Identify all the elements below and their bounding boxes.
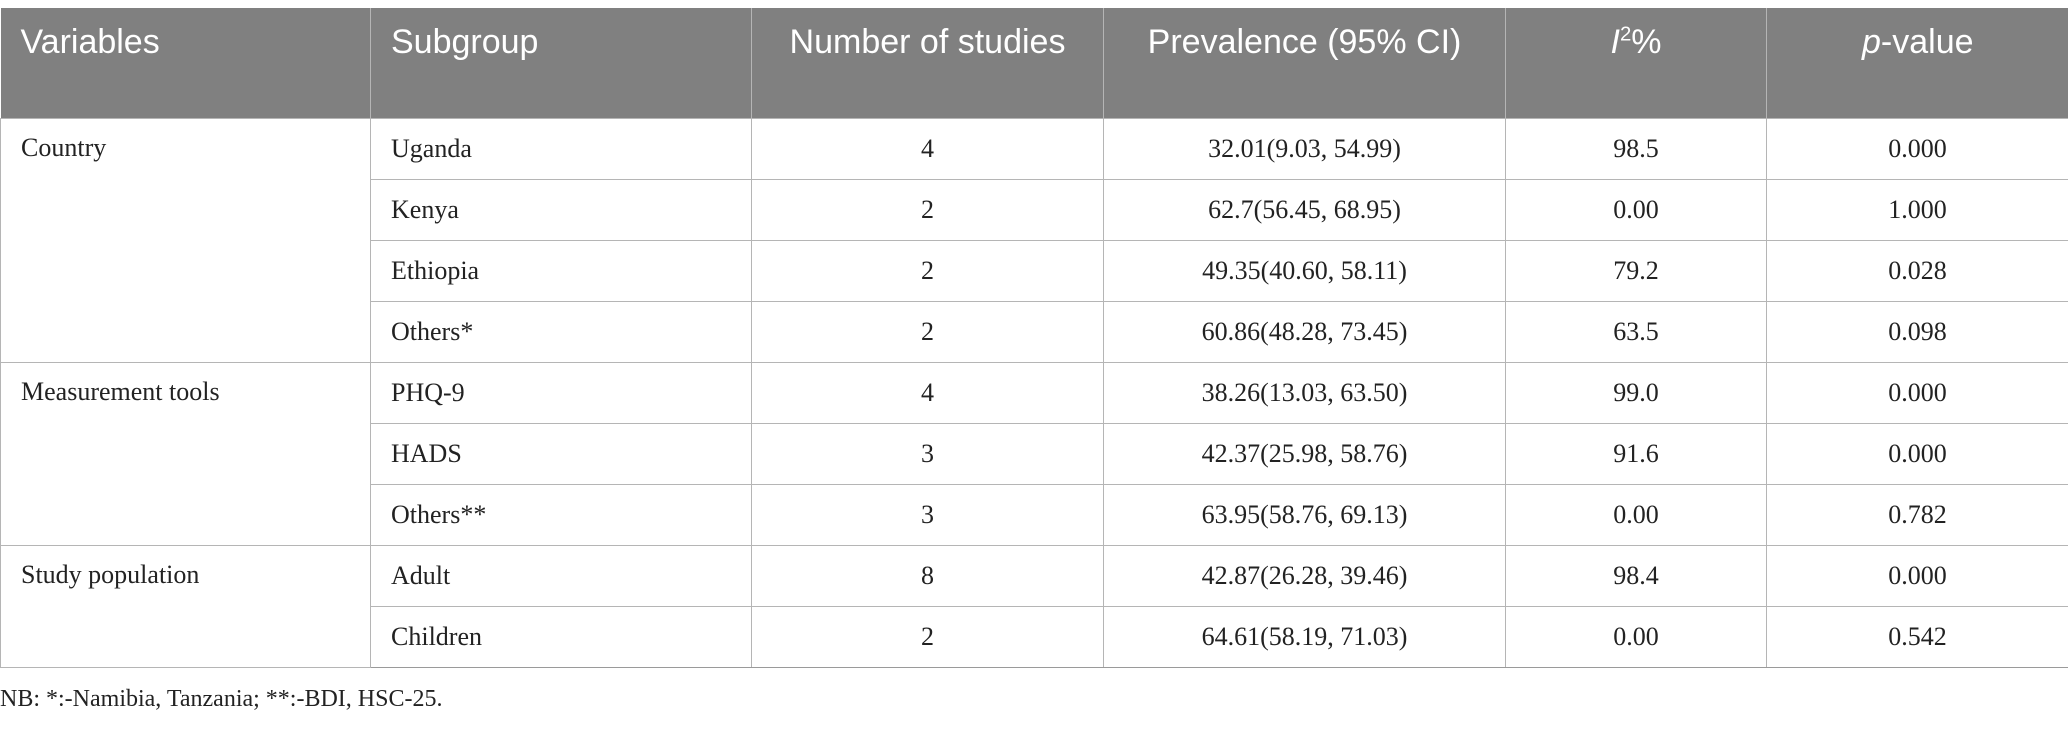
table-row: HADS 3 42.37(25.98, 58.76) 91.6 0.000 bbox=[1, 422, 2068, 485]
table-row: Measurement tools PHQ-9 4 38.26(13.03, 63.5… bbox=[0, 361, 2068, 546]
i2-letter: I bbox=[1610, 23, 1620, 61]
p-value-cell: 0.000 bbox=[1766, 117, 2068, 180]
table-row: Country Uganda 4 32.01(9.03, 54.99) 98.5 0.00… bbox=[0, 117, 2068, 363]
subgroup-cell: Adult bbox=[370, 544, 752, 607]
subgroup-cell: Others* bbox=[370, 300, 752, 363]
i-squared-cell: 0.00 bbox=[1505, 483, 1767, 546]
i-squared-cell: 63.5 bbox=[1505, 300, 1767, 363]
subgroup-cell: PHQ-9 bbox=[370, 361, 752, 424]
p-letter: p bbox=[1861, 23, 1881, 61]
i-squared-cell: 99.0 bbox=[1505, 361, 1767, 424]
p-value-cell: 0.542 bbox=[1766, 605, 2068, 668]
p-value-cell: 0.028 bbox=[1766, 239, 2068, 302]
number-of-studies-cell: 4 bbox=[751, 117, 1104, 180]
prevalence-cell: 63.95(58.76, 69.13) bbox=[1103, 483, 1506, 546]
subgroup-cell: Ethiopia bbox=[370, 239, 752, 302]
number-of-studies-cell: 3 bbox=[751, 483, 1104, 546]
number-of-studies-cell: 2 bbox=[751, 239, 1104, 302]
table-row: Ethiopia 2 49.35(40.60, 58.11) 79.2 0.028 bbox=[1, 239, 2068, 302]
subgroup-cell: HADS bbox=[370, 422, 752, 485]
i-squared-cell: 98.4 bbox=[1505, 544, 1767, 607]
number-of-studies-cell: 2 bbox=[751, 605, 1104, 668]
prevalence-cell: 62.7(56.45, 68.95) bbox=[1103, 178, 1506, 241]
header-subgroup: Subgroup bbox=[370, 8, 752, 118]
prevalence-cell: 38.26(13.03, 63.50) bbox=[1103, 361, 1506, 424]
table-row: Study population Adult 8 42.87(26.28, 39.46… bbox=[0, 544, 2068, 668]
i2-suffix: % bbox=[1631, 23, 1662, 61]
subgroup-analysis-table: Variables Subgroup Number of studies Pre… bbox=[0, 8, 2068, 668]
p-value-cell: 0.098 bbox=[1766, 300, 2068, 363]
p-value-cell: 0.000 bbox=[1766, 422, 2068, 485]
number-of-studies-cell: 3 bbox=[751, 422, 1104, 485]
i2-superscript: 2 bbox=[1619, 23, 1632, 46]
subgroup-cell: Children bbox=[370, 605, 752, 668]
subgroup-cell: Uganda bbox=[370, 117, 752, 180]
i-squared-cell: 98.5 bbox=[1505, 117, 1767, 180]
p-value-cell: 0.000 bbox=[1766, 544, 2068, 607]
i-squared-cell: 91.6 bbox=[1505, 422, 1767, 485]
table-body: Country Uganda 4 32.01(9.03, 54.99) 98.5 0.00… bbox=[0, 117, 2068, 668]
header-p-value: p-value bbox=[1766, 8, 2068, 118]
variable-cell: Country bbox=[0, 117, 371, 363]
subgroup-cell: Kenya bbox=[370, 178, 752, 241]
variable-cell: Measurement tools bbox=[0, 361, 371, 546]
subgroup-analysis-table-container: Variables Subgroup Number of studies Pre… bbox=[0, 8, 2068, 668]
header-i-squared: I2% bbox=[1505, 8, 1767, 118]
table-header-row: Variables Subgroup Number of studies Pre… bbox=[0, 8, 2068, 118]
p-value-cell: 0.782 bbox=[1766, 483, 2068, 546]
prevalence-cell: 60.86(48.28, 73.45) bbox=[1103, 300, 1506, 363]
p-value-cell: 0.000 bbox=[1766, 361, 2068, 424]
table-footnote: NB: *:-Namibia, Tanzania; **:-BDI, HSC-2… bbox=[0, 686, 443, 712]
p-suffix: -value bbox=[1880, 23, 1974, 61]
header-number-of-studies: Number of studies bbox=[751, 8, 1104, 118]
i-squared-cell: 0.00 bbox=[1505, 178, 1767, 241]
table-row: Others* 2 60.86(48.28, 73.45) 63.5 0.098 bbox=[1, 300, 2068, 363]
i-squared-cell: 79.2 bbox=[1505, 239, 1767, 302]
header-variables: Variables bbox=[0, 8, 371, 118]
number-of-studies-cell: 2 bbox=[751, 178, 1104, 241]
header-prevalence: Prevalence (95% CI) bbox=[1103, 8, 1506, 118]
i-squared-cell: 0.00 bbox=[1505, 605, 1767, 668]
number-of-studies-cell: 4 bbox=[751, 361, 1104, 424]
prevalence-cell: 42.87(26.28, 39.46) bbox=[1103, 544, 1506, 607]
table-row: Children 2 64.61(58.19, 71.03) 0.00 0.542 bbox=[1, 605, 2068, 668]
table-row: Kenya 2 62.7(56.45, 68.95) 0.00 1.000 bbox=[1, 178, 2068, 241]
p-value-cell: 1.000 bbox=[1766, 178, 2068, 241]
prevalence-cell: 49.35(40.60, 58.11) bbox=[1103, 239, 1506, 302]
number-of-studies-cell: 8 bbox=[751, 544, 1104, 607]
subgroup-cell: Others** bbox=[370, 483, 752, 546]
number-of-studies-cell: 2 bbox=[751, 300, 1104, 363]
prevalence-cell: 32.01(9.03, 54.99) bbox=[1103, 117, 1506, 180]
prevalence-cell: 64.61(58.19, 71.03) bbox=[1103, 605, 1506, 668]
prevalence-cell: 42.37(25.98, 58.76) bbox=[1103, 422, 1506, 485]
variable-cell: Study population bbox=[0, 544, 371, 668]
